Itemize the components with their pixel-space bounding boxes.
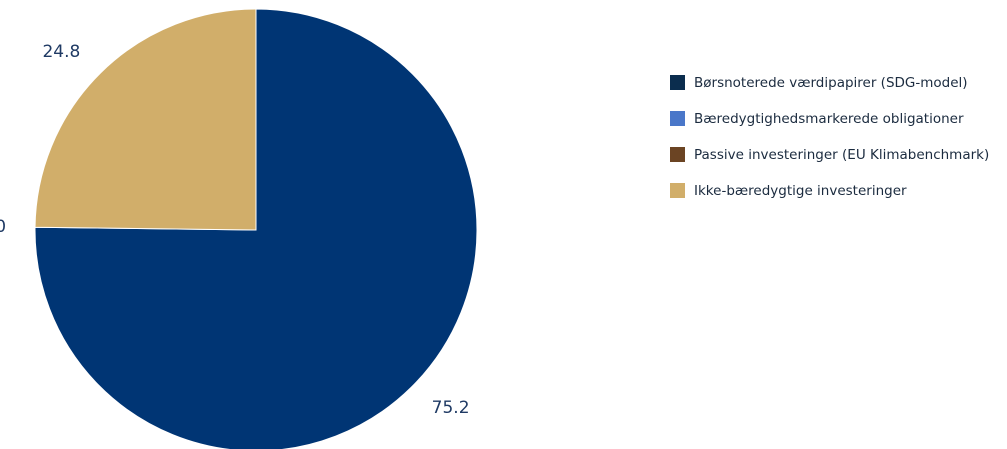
legend-label: Passive investeringer (EU Klimabenchmark… <box>694 146 990 163</box>
legend-item-2: Bæredygtighedsmarkerede obligationer <box>670 107 989 130</box>
data-label-1: 75.2 <box>432 398 470 418</box>
pie-chart: 75.2 0 24.8 <box>0 8 478 449</box>
legend-item-3: Passive investeringer (EU Klimabenchmark… <box>670 143 989 166</box>
legend-item-1: Børsnoterede værdipapirer (SDG-model) <box>670 71 989 94</box>
data-label-3: 0 <box>0 217 6 237</box>
chart-legend: Børsnoterede værdipapirer (SDG-model) Bær… <box>670 71 989 215</box>
legend-label: Bæredygtighedsmarkerede obligationer <box>694 110 964 127</box>
legend-swatch <box>670 75 685 90</box>
legend-swatch <box>670 111 685 126</box>
legend-item-4: Ikke-bæredygtige investeringer <box>670 179 989 202</box>
legend-swatch <box>670 147 685 162</box>
legend-label: Ikke-bæredygtige investeringer <box>694 182 907 199</box>
legend-label: Børsnoterede værdipapirer (SDG-model) <box>694 74 968 91</box>
data-label-4: 24.8 <box>42 42 80 62</box>
pie-slice-1 <box>34 8 478 449</box>
pie-slice-4 <box>34 8 257 231</box>
legend-swatch <box>670 183 685 198</box>
